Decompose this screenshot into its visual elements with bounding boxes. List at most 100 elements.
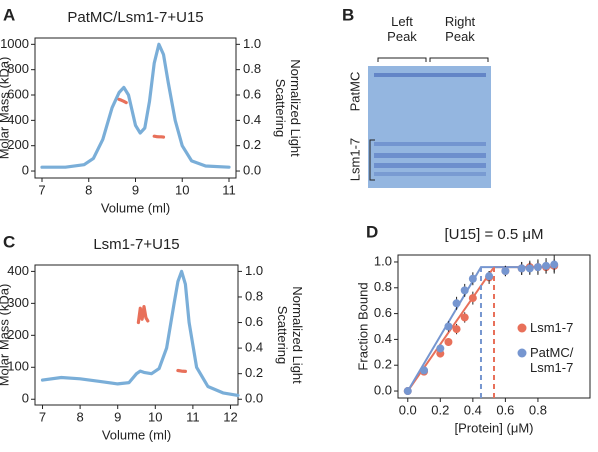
x-tick-label: 9 (114, 409, 121, 424)
row-bracket (369, 139, 375, 181)
y-tick-label: 1000 (0, 36, 29, 51)
legend-marker (517, 323, 527, 333)
x-tick-label: 9 (132, 182, 139, 197)
legend-label: PatMC/ Lsm1-7 (530, 345, 574, 375)
x-tick-label: 0.8 (529, 402, 547, 417)
y-tick-label: 600 (7, 86, 29, 101)
y-tick-label: 0.8 (374, 279, 392, 294)
y-tick-label: 300 (7, 295, 29, 310)
y-tick-label: 800 (7, 61, 29, 76)
x-tick-label: 0.6 (496, 402, 514, 417)
data-point (485, 272, 494, 281)
lane-label: Left Peak (387, 14, 417, 44)
y-tick-label: 0.0 (374, 382, 392, 397)
data-point (525, 264, 534, 273)
y2-tick-label: 1.0 (245, 263, 263, 278)
legend-label: Lsm1-7 (530, 320, 574, 335)
y-axis-label: Fraction Bound (355, 282, 370, 370)
chart-title: [U15] = 0.5 μM (444, 226, 543, 243)
y-tick-label: 0 (22, 391, 29, 406)
y-tick-label: 400 (7, 263, 29, 278)
data-point (403, 387, 412, 396)
data-point (468, 274, 477, 283)
y2-tick-label: 0.0 (245, 391, 263, 406)
y2-tick-label: 1.0 (243, 36, 261, 51)
data-point (460, 313, 469, 322)
y-tick-label: 200 (7, 137, 29, 152)
x-tick-label: 7 (39, 409, 46, 424)
series-line (40, 42, 231, 169)
x-tick-label: 11 (222, 182, 236, 197)
y2-tick-label: 0.8 (245, 288, 263, 303)
x-tick-label: 8 (85, 182, 92, 197)
y-tick-label: 0.2 (374, 357, 392, 372)
data-point (533, 263, 542, 272)
x-tick-label: 10 (175, 182, 189, 197)
data-point (460, 286, 469, 295)
y2-tick-label: 0.4 (245, 340, 263, 355)
data-point (517, 264, 526, 273)
band (374, 153, 486, 158)
legend-marker (517, 348, 527, 358)
y-axis-label: Molar Mass (kDa) (0, 57, 11, 160)
x-tick-label: 8 (76, 409, 83, 424)
data-point (452, 299, 461, 308)
gel-image (368, 66, 491, 188)
y-tick-label: 200 (7, 327, 29, 342)
x-tick-label: 11 (186, 409, 200, 424)
series-line (136, 305, 187, 373)
data-point (436, 344, 445, 353)
series-line (40, 269, 240, 397)
y2-tick-label: 0.6 (245, 314, 263, 329)
panel-label: B (342, 5, 354, 24)
y2-axis-label: Normalized Light Scattering (275, 286, 305, 384)
y-tick-label: 0.4 (374, 331, 392, 346)
data-point (444, 322, 453, 331)
bands (374, 73, 486, 176)
row-label: Lsm1-7 (347, 137, 363, 182)
data-point (550, 260, 559, 269)
x-tick-label: 0.2 (431, 402, 449, 417)
band (374, 163, 486, 168)
panel-label: A (3, 5, 15, 24)
data-point (444, 337, 453, 346)
y2-tick-label: 0.6 (243, 86, 261, 101)
y-tick-label: 0 (22, 162, 29, 177)
series-line (117, 97, 166, 139)
x-tick-label: 7 (38, 182, 45, 197)
data-point (468, 294, 477, 303)
y-tick-label: 100 (7, 359, 29, 374)
band (374, 172, 486, 176)
row-label: PatMC (347, 71, 363, 112)
gel: B (342, 5, 491, 188)
chart-title: Lsm1-7+U15 (93, 236, 179, 253)
plot-frame (34, 37, 237, 179)
data-point (501, 267, 510, 276)
y2-tick-label: 0.4 (243, 112, 261, 127)
lane-label: Right Peak (444, 14, 476, 44)
x-tick-label: 12 (223, 409, 237, 424)
x-tick-label: 10 (148, 409, 162, 424)
y-axis-label: Molar Mass (kDa) (0, 284, 11, 387)
x-tick-label: 0.0 (399, 402, 417, 417)
data-point (420, 366, 429, 375)
chart-title: PatMC/Lsm1-7+U15 (67, 9, 203, 26)
y2-tick-label: 0.0 (243, 162, 261, 177)
band (374, 142, 486, 146)
panel-label: D (366, 222, 378, 241)
lane-bracket (377, 57, 489, 62)
x-axis-label: Volume (ml) (102, 427, 171, 442)
x-axis-label: [Protein] (μM) (454, 420, 533, 435)
y-tick-label: 400 (7, 112, 29, 127)
y-tick-label: 0.6 (374, 305, 392, 320)
y2-axis-label: Normalized Light Scattering (273, 59, 303, 157)
x-tick-label: 0.4 (464, 402, 482, 417)
y2-tick-label: 0.2 (243, 137, 261, 152)
data-point (452, 325, 461, 334)
data-point (542, 261, 551, 270)
y-tick-label: 1.0 (374, 253, 392, 268)
panel-label: C (3, 232, 15, 251)
x-axis-label: Volume (ml) (101, 200, 170, 215)
